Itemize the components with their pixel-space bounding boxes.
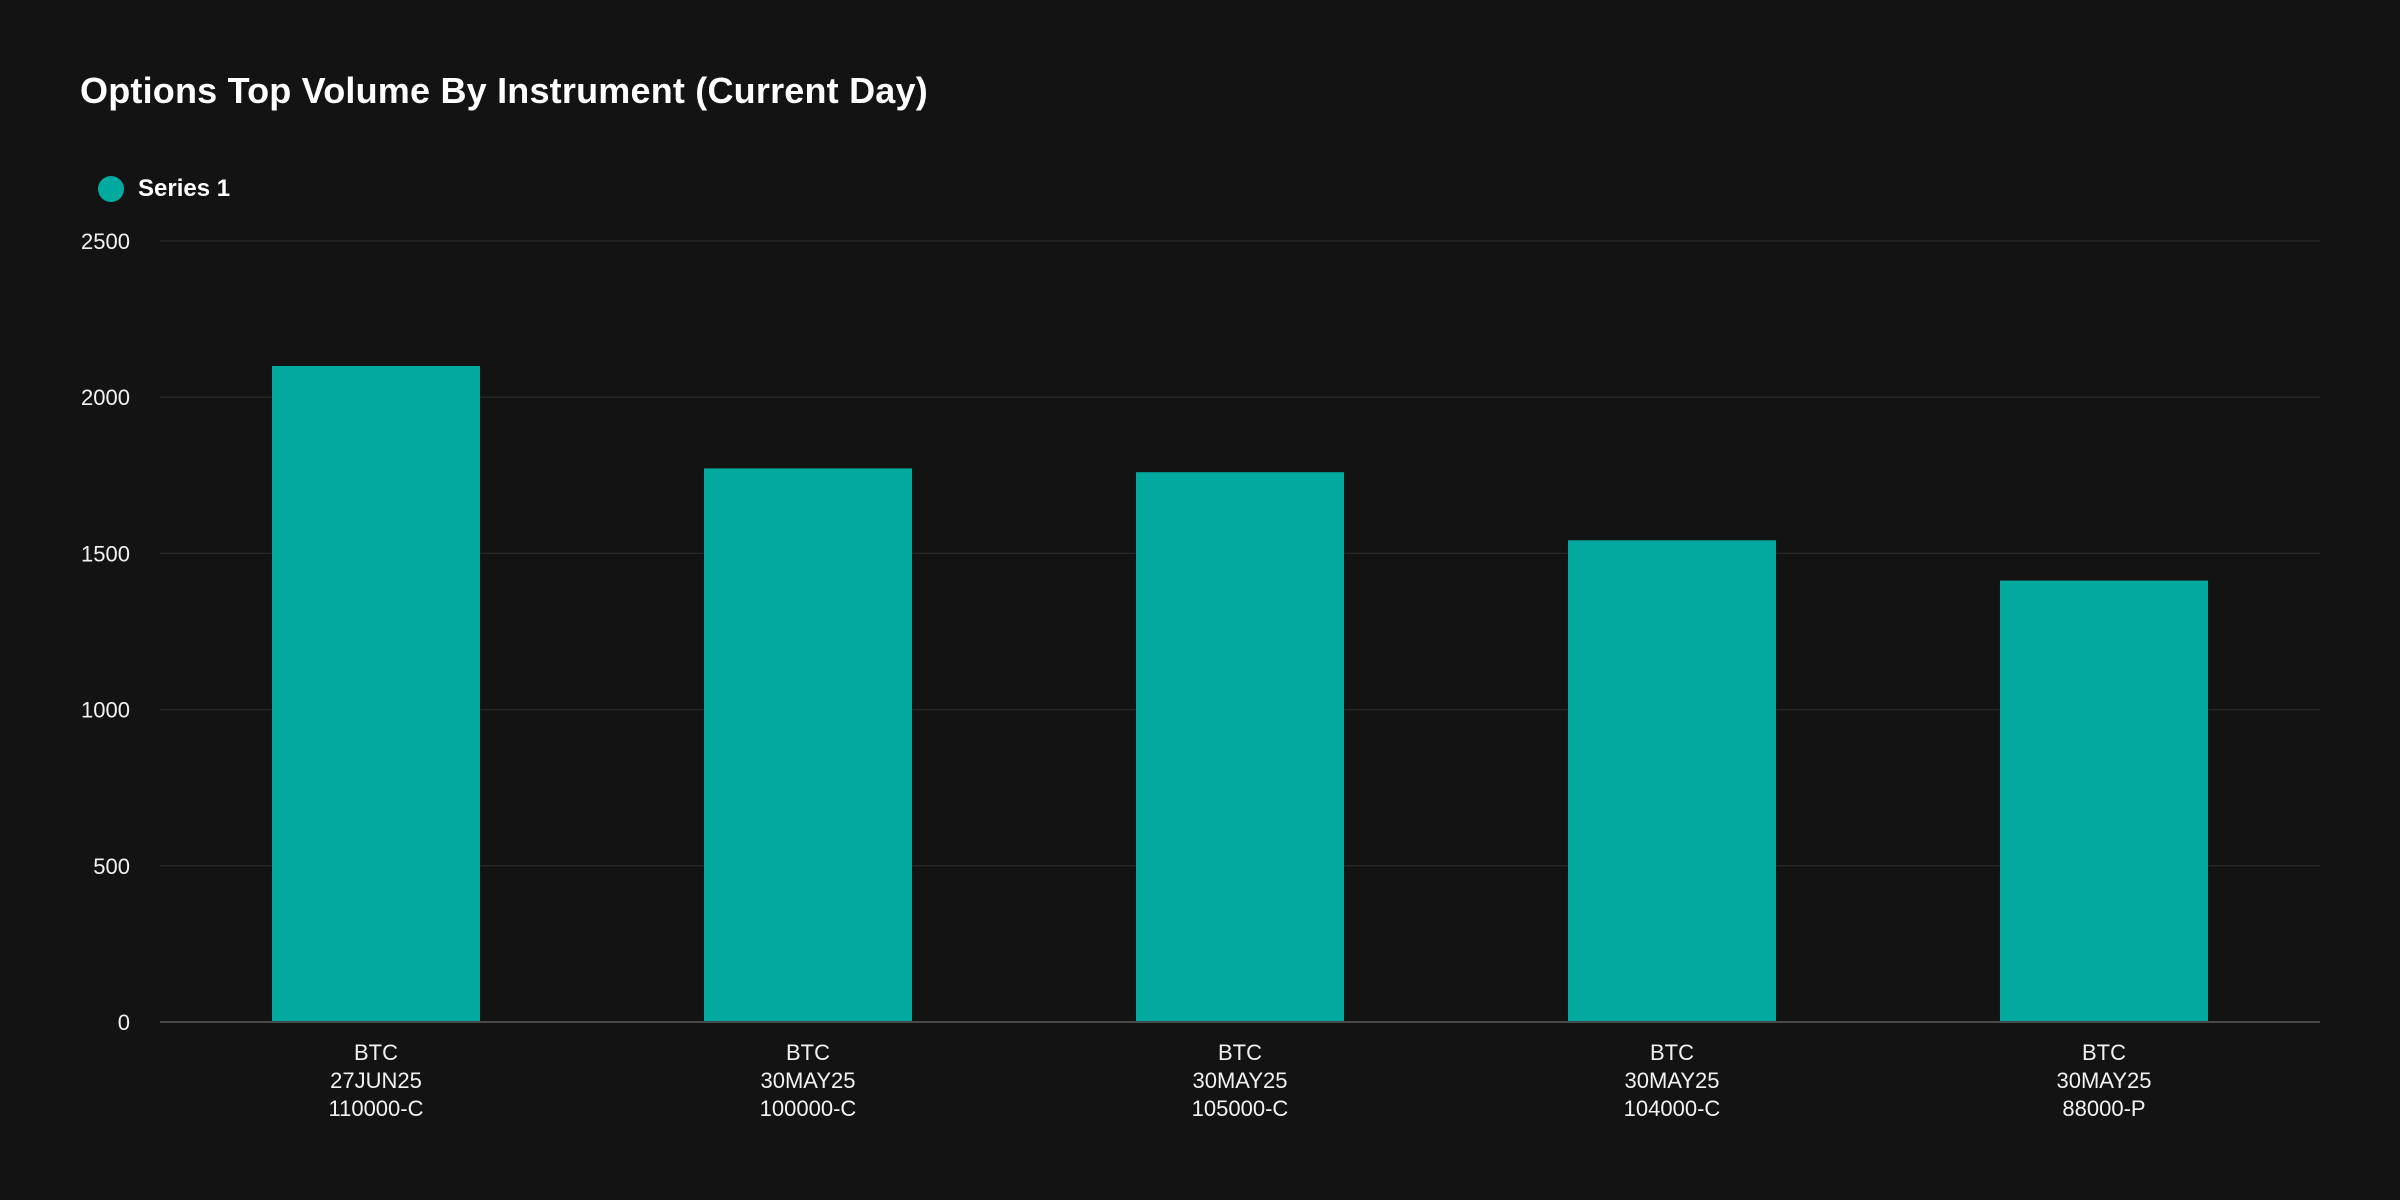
x-tick-label-line: BTC	[2082, 1040, 2126, 1065]
x-tick-label: BTC 30MAY25 100000-C	[760, 1040, 857, 1121]
y-tick-label: 1500	[81, 541, 130, 566]
legend-label: Series 1	[138, 175, 231, 202]
y-tick-label: 500	[93, 854, 130, 879]
y-tick-label: 2000	[81, 385, 130, 410]
bar[interactable]	[1568, 540, 1776, 1022]
x-tick-label-line: 104000-C	[1624, 1096, 1721, 1121]
x-tick-label-line: 100000-C	[760, 1096, 857, 1121]
x-tick-label-line: 30MAY25	[761, 1068, 856, 1093]
x-tick-label: BTC 30MAY25 88000-P	[2057, 1040, 2152, 1121]
x-tick-label-line: 30MAY25	[1625, 1068, 1720, 1093]
x-tick-label-line: BTC	[786, 1040, 830, 1065]
x-tick-label-line: BTC	[354, 1040, 398, 1065]
bar[interactable]	[2000, 580, 2208, 1022]
y-tick-label: 1000	[81, 698, 130, 723]
x-tick-label: BTC 30MAY25 104000-C	[1624, 1040, 1721, 1121]
x-tick-label: BTC 30MAY25 105000-C	[1192, 1040, 1289, 1121]
y-tick-label: 2500	[81, 229, 130, 254]
bar[interactable]	[272, 365, 480, 1023]
x-tick-label-line: BTC	[1218, 1040, 1262, 1065]
x-tick-label-line: 30MAY25	[2057, 1068, 2152, 1093]
y-tick-label: 0	[118, 1010, 130, 1035]
gridlines	[160, 240, 2320, 867]
x-tick-label-line: 88000-P	[2062, 1096, 2145, 1121]
x-tick-label-line: BTC	[1650, 1040, 1694, 1065]
x-tick-label-line: 110000-C	[329, 1096, 424, 1121]
x-tick-label-line: 105000-C	[1192, 1096, 1289, 1121]
chart-title: Options Top Volume By Instrument (Curren…	[80, 70, 928, 111]
bar[interactable]	[704, 468, 912, 1022]
x-tick-label-line: 30MAY25	[1193, 1068, 1288, 1093]
bars	[272, 365, 2208, 1023]
legend[interactable]: Series 1	[98, 175, 230, 203]
legend-swatch	[98, 176, 124, 202]
bar[interactable]	[1136, 472, 1344, 1022]
x-tick-label-line: 27JUN25	[330, 1068, 422, 1093]
x-tick-label: BTC 27JUN25 110000-C	[329, 1040, 424, 1121]
